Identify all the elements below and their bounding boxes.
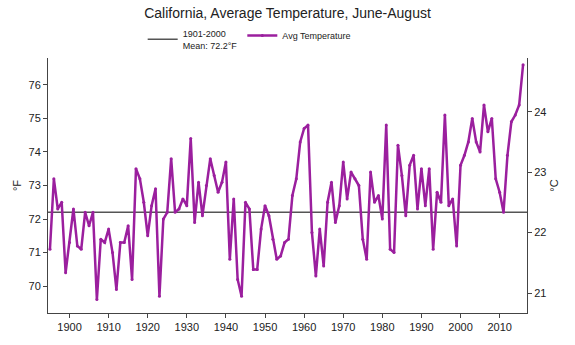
svg-text:1960: 1960 — [292, 321, 316, 333]
svg-text:1950: 1950 — [253, 321, 277, 333]
svg-text:1930: 1930 — [175, 321, 199, 333]
svg-text:70: 70 — [29, 280, 41, 292]
svg-text:23: 23 — [534, 166, 546, 178]
svg-text:76: 76 — [29, 79, 41, 91]
svg-text:24: 24 — [534, 106, 546, 118]
svg-text:1910: 1910 — [96, 321, 120, 333]
svg-text:California, Average Temperatur: California, Average Temperature, June-Au… — [144, 5, 431, 21]
svg-text:75: 75 — [29, 112, 41, 124]
svg-text:21: 21 — [534, 287, 546, 299]
svg-text:2000: 2000 — [448, 321, 472, 333]
svg-text:1920: 1920 — [135, 321, 159, 333]
svg-text:71: 71 — [29, 246, 41, 258]
svg-text:1901-2000Mean: 72.2°F: 1901-2000Mean: 72.2°F — [183, 29, 238, 51]
svg-text:2010: 2010 — [487, 321, 511, 333]
svg-text:1990: 1990 — [409, 321, 433, 333]
svg-text:Avg Temperature: Avg Temperature — [282, 31, 350, 41]
svg-text:1940: 1940 — [214, 321, 238, 333]
svg-text:74: 74 — [29, 146, 41, 158]
svg-text:1980: 1980 — [370, 321, 394, 333]
svg-text:72: 72 — [29, 213, 41, 225]
svg-text:73: 73 — [29, 179, 41, 191]
svg-text:22: 22 — [534, 226, 546, 238]
svg-text:1970: 1970 — [331, 321, 355, 333]
svg-text:1900: 1900 — [57, 321, 81, 333]
svg-text:°F: °F — [11, 180, 23, 191]
svg-text:°C: °C — [548, 179, 560, 191]
